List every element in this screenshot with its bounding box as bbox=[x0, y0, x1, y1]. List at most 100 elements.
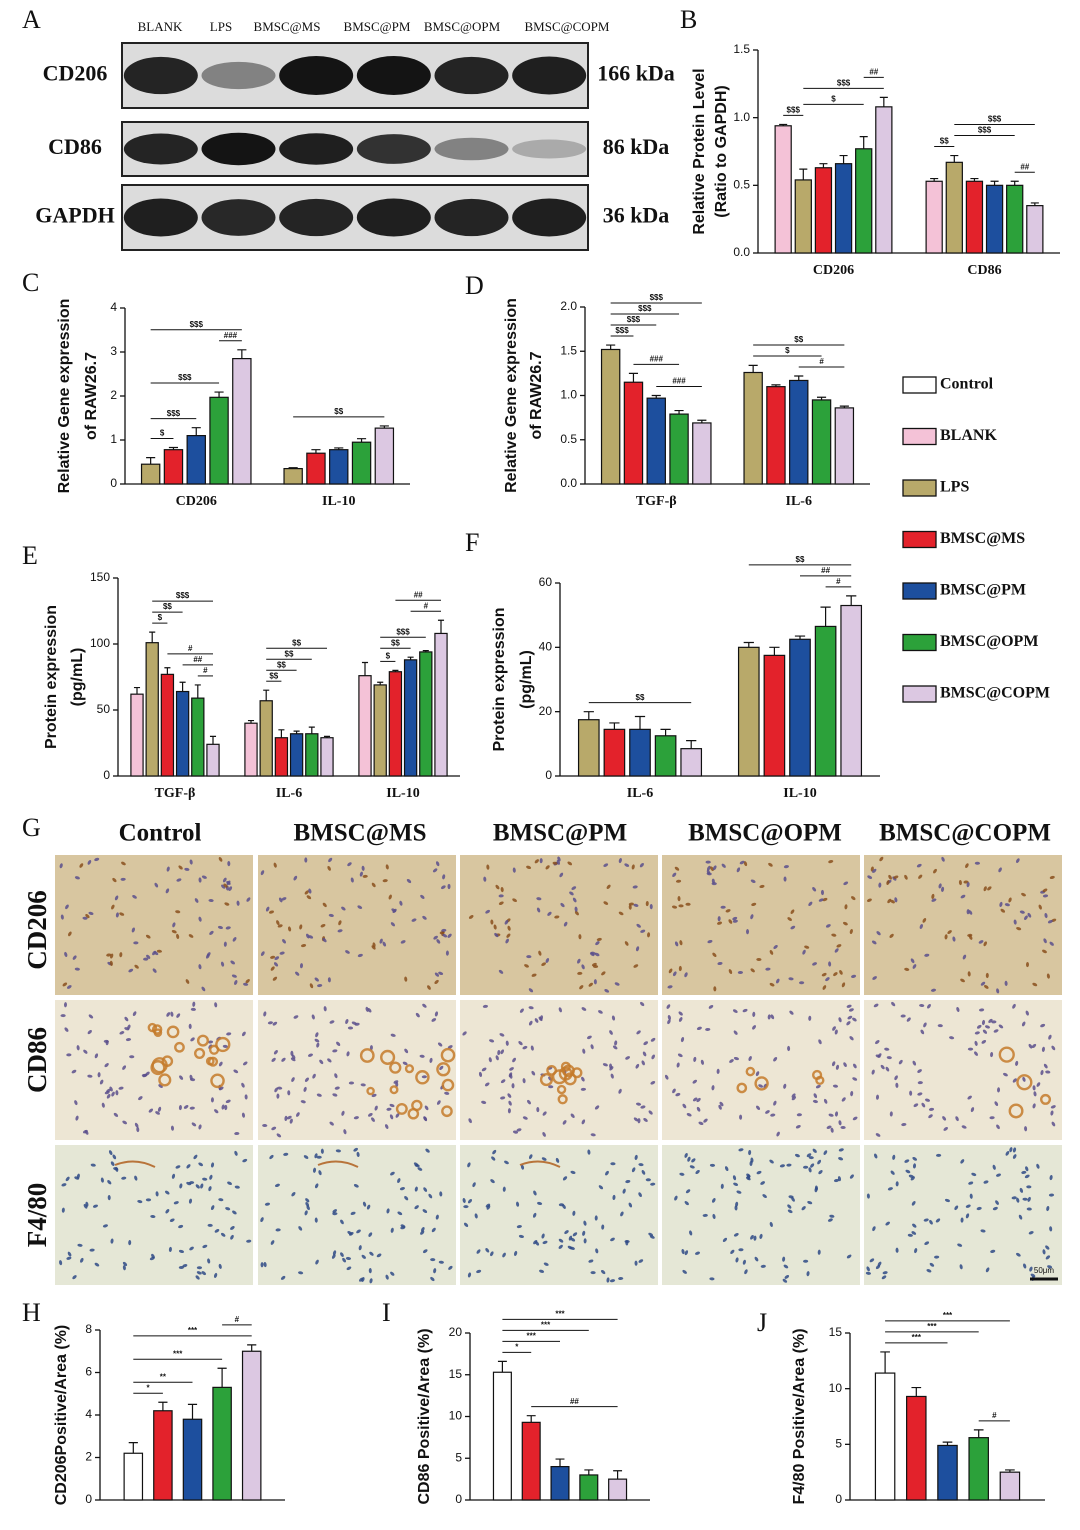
ihc-nucleus bbox=[430, 1258, 436, 1262]
ihc-nucleus bbox=[439, 1191, 443, 1197]
ihc-nucleus bbox=[213, 1272, 218, 1278]
ihc-nucleus bbox=[931, 893, 935, 899]
y-tick-label: 15 bbox=[829, 1325, 843, 1339]
error-bar bbox=[146, 457, 156, 465]
error-bar bbox=[819, 163, 828, 168]
ihc-nucleus bbox=[512, 898, 517, 903]
error-bar bbox=[356, 438, 367, 443]
ihc-nucleus bbox=[914, 1248, 918, 1254]
ihc-nucleus bbox=[887, 898, 892, 904]
ihc-row-label: CD206 bbox=[22, 890, 52, 970]
ihc-nucleus bbox=[610, 1162, 616, 1166]
ihc-nucleus bbox=[173, 1201, 179, 1205]
ihc-image bbox=[55, 855, 253, 995]
ihc-nucleus bbox=[647, 932, 651, 938]
ihc-nucleus bbox=[985, 972, 989, 979]
ihc-nucleus bbox=[603, 863, 609, 867]
ihc-nucleus bbox=[849, 1036, 854, 1041]
error-bar bbox=[628, 372, 639, 383]
bar bbox=[608, 1478, 628, 1501]
ihc-nucleus bbox=[586, 1035, 592, 1040]
ihc-nucleus bbox=[293, 1015, 299, 1019]
ihc-nucleus bbox=[901, 1123, 907, 1127]
y-tick-label: 2 bbox=[110, 388, 117, 402]
error-bar bbox=[1030, 202, 1039, 206]
ihc-nucleus bbox=[912, 1060, 917, 1066]
significance-label: $$ bbox=[277, 660, 286, 669]
ihc-nucleus bbox=[871, 1069, 875, 1075]
error-bar bbox=[278, 729, 285, 738]
ihc-nucleus bbox=[555, 1157, 560, 1163]
ihc-nucleus bbox=[570, 1113, 575, 1118]
ihc-nucleus bbox=[273, 1049, 278, 1055]
ihc-nucleus bbox=[113, 1167, 119, 1171]
ihc-nucleus bbox=[782, 1278, 788, 1283]
ihc-nucleus bbox=[210, 1205, 215, 1211]
ihc-nucleus bbox=[225, 1207, 231, 1211]
bar bbox=[766, 386, 786, 485]
ihc-nucleus bbox=[201, 986, 206, 992]
ihc-stain bbox=[215, 1036, 231, 1053]
ihc-nucleus bbox=[236, 900, 240, 906]
ihc-nucleus bbox=[336, 1041, 341, 1046]
ihc-nucleus bbox=[226, 880, 231, 886]
ihc-stain bbox=[1008, 1103, 1024, 1119]
ihc-nucleus bbox=[206, 952, 211, 957]
ihc-nucleus bbox=[912, 1223, 917, 1228]
ihc-nucleus bbox=[347, 1026, 354, 1030]
ihc-nucleus bbox=[526, 865, 532, 869]
bar bbox=[244, 722, 258, 777]
ihc-nucleus bbox=[620, 1211, 624, 1217]
ihc-nucleus bbox=[559, 872, 564, 878]
ihc-nucleus bbox=[736, 867, 741, 873]
ihc-nucleus bbox=[323, 1006, 327, 1012]
bar bbox=[283, 468, 303, 485]
ihc-nucleus bbox=[271, 1057, 276, 1062]
ihc-nucleus bbox=[209, 1174, 213, 1180]
ihc-nucleus bbox=[783, 876, 787, 882]
ihc-nucleus bbox=[87, 1029, 92, 1035]
ihc-nucleus bbox=[919, 1004, 925, 1008]
ihc-tissue bbox=[662, 1000, 860, 1140]
y-tick-label: 0 bbox=[103, 768, 110, 782]
ihc-nucleus bbox=[744, 1269, 748, 1275]
ihc-nucleus bbox=[666, 1004, 671, 1009]
ihc-nucleus bbox=[495, 884, 500, 890]
ihc-nucleus bbox=[423, 1116, 428, 1122]
bar bbox=[191, 697, 205, 777]
ihc-nucleus bbox=[706, 869, 711, 875]
blot-band bbox=[279, 198, 354, 237]
ihc-nucleus bbox=[974, 1051, 978, 1056]
ihc-nucleus bbox=[708, 1004, 714, 1009]
error-bar bbox=[247, 719, 255, 724]
ihc-nucleus bbox=[783, 865, 789, 869]
ihc-nucleus bbox=[307, 1053, 313, 1057]
ihc-nucleus bbox=[598, 1185, 604, 1190]
y-tick-label: 0 bbox=[110, 476, 117, 490]
ihc-nucleus bbox=[360, 1083, 366, 1087]
ihc-image bbox=[258, 855, 456, 995]
error-bar bbox=[911, 1386, 922, 1397]
ihc-nucleus bbox=[155, 1191, 159, 1197]
ihc-nucleus bbox=[264, 1202, 271, 1206]
ihc-nucleus bbox=[111, 904, 115, 910]
y-tick-label: 20 bbox=[449, 1325, 463, 1339]
ihc-nucleus bbox=[721, 863, 726, 868]
ihc-nucleus bbox=[273, 962, 279, 967]
ihc-nucleus bbox=[685, 1189, 691, 1194]
ihc-nucleus bbox=[121, 1176, 127, 1180]
significance-label: $$$ bbox=[167, 409, 181, 418]
ihc-stain bbox=[151, 1024, 163, 1035]
ihc-nucleus bbox=[129, 1055, 135, 1059]
ihc-nucleus bbox=[680, 1037, 685, 1043]
ihc-nucleus bbox=[494, 932, 499, 938]
ihc-stain bbox=[745, 1066, 756, 1077]
ihc-nucleus bbox=[514, 1250, 518, 1257]
ihc-nucleus bbox=[233, 1069, 239, 1074]
legend-swatch bbox=[902, 685, 937, 703]
ihc-nucleus bbox=[833, 972, 838, 977]
ihc-nucleus bbox=[838, 1148, 844, 1152]
ihc-nucleus bbox=[530, 1045, 534, 1051]
bar bbox=[680, 748, 703, 777]
ihc-nucleus bbox=[314, 1217, 318, 1223]
